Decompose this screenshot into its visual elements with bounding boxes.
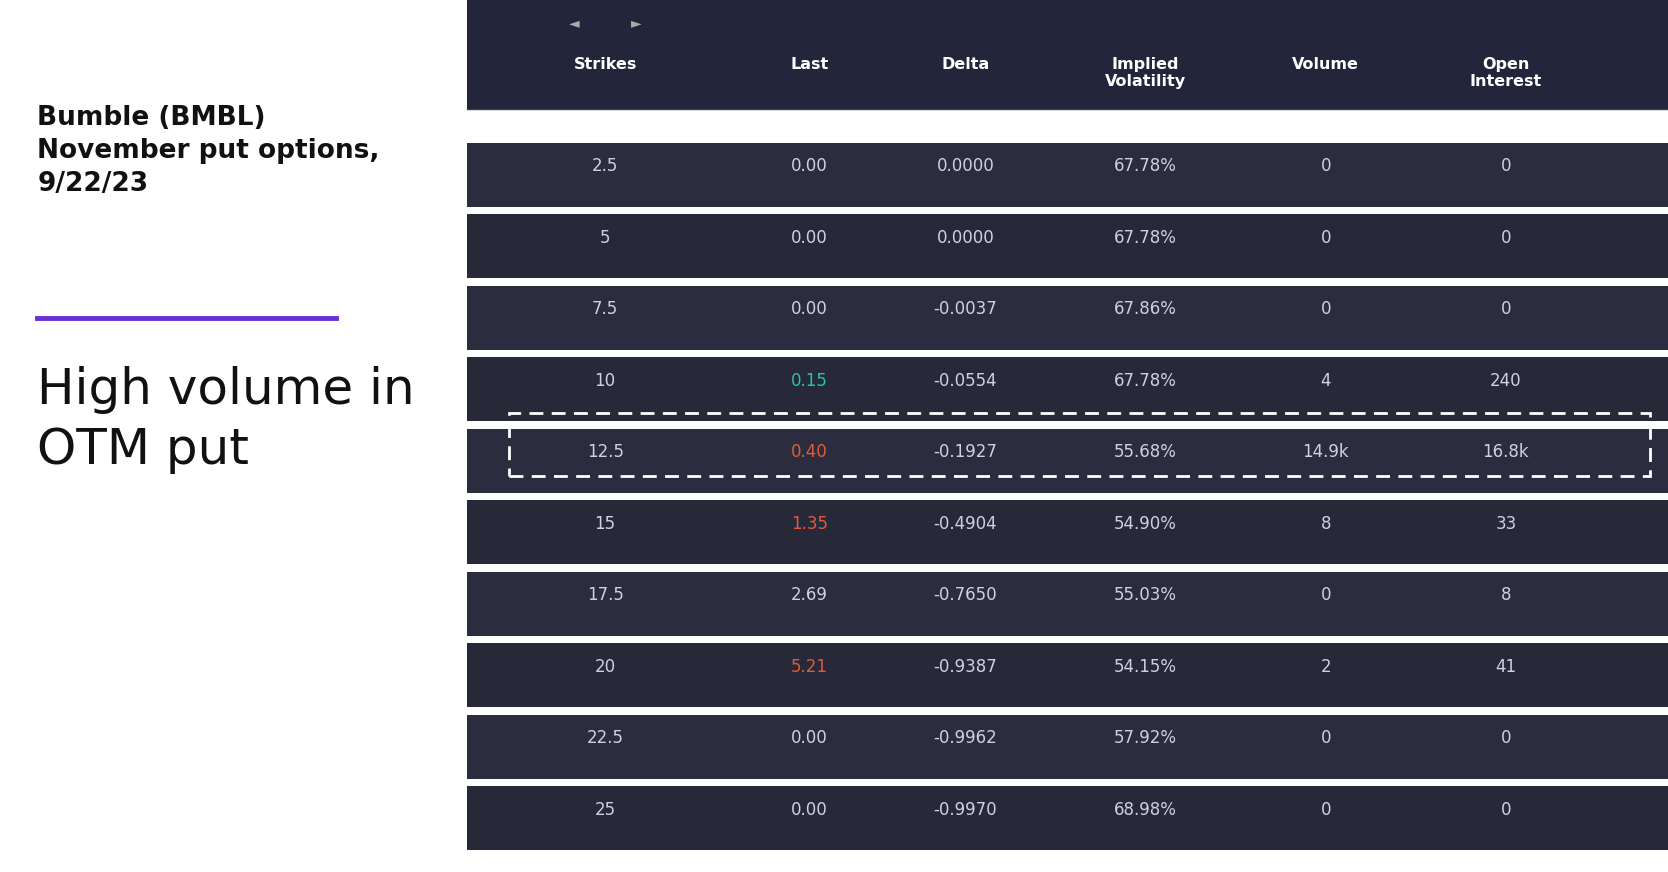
FancyBboxPatch shape [467,500,1668,564]
Text: 0.00: 0.00 [791,800,827,819]
Text: 12.5: 12.5 [587,443,624,461]
FancyBboxPatch shape [467,357,1668,421]
Text: 67.78%: 67.78% [1114,228,1178,247]
Text: 0.00: 0.00 [791,729,827,747]
Text: 41: 41 [1495,657,1516,676]
Text: 0.00: 0.00 [791,228,827,247]
Text: Implied
Volatility: Implied Volatility [1104,57,1186,89]
FancyBboxPatch shape [467,714,1668,779]
Text: 67.86%: 67.86% [1114,300,1178,318]
FancyBboxPatch shape [467,571,1668,636]
Text: 0: 0 [1321,300,1331,318]
FancyBboxPatch shape [467,643,1668,707]
Text: 67.78%: 67.78% [1114,371,1178,390]
Text: 2.69: 2.69 [791,586,827,604]
Text: ◄: ◄ [569,17,579,31]
Text: 22.5: 22.5 [587,729,624,747]
Text: ►: ► [631,17,642,31]
Text: -0.0037: -0.0037 [934,300,997,318]
Text: 0.00: 0.00 [791,157,827,175]
Text: 15: 15 [594,514,615,533]
Text: 33: 33 [1495,514,1516,533]
Text: 14.9k: 14.9k [1303,443,1349,461]
Text: 0: 0 [1501,300,1511,318]
Text: 0: 0 [1501,729,1511,747]
Text: 0.0000: 0.0000 [936,228,994,247]
Text: -0.0554: -0.0554 [934,371,997,390]
Text: 54.90%: 54.90% [1114,514,1178,533]
Text: 0.15: 0.15 [791,371,827,390]
Text: 54.15%: 54.15% [1114,657,1178,676]
Text: 25: 25 [594,800,615,819]
Text: -0.1927: -0.1927 [934,443,997,461]
Text: 68.98%: 68.98% [1114,800,1178,819]
FancyBboxPatch shape [467,214,1668,278]
Text: -0.7650: -0.7650 [934,586,997,604]
Text: -0.9387: -0.9387 [934,657,997,676]
Text: 240: 240 [1490,371,1521,390]
Text: 0: 0 [1501,157,1511,175]
Text: -0.9970: -0.9970 [934,800,997,819]
FancyBboxPatch shape [467,0,1668,109]
Text: 0: 0 [1321,157,1331,175]
Text: 7.5: 7.5 [592,300,619,318]
Text: 55.68%: 55.68% [1114,443,1178,461]
Text: 16.8k: 16.8k [1483,443,1530,461]
Text: -0.4904: -0.4904 [934,514,997,533]
Text: Volume: Volume [1293,57,1359,72]
Text: 4: 4 [1321,371,1331,390]
Text: 2.5: 2.5 [592,157,619,175]
Text: 2: 2 [1321,657,1331,676]
Text: 8: 8 [1501,586,1511,604]
Text: 5.21: 5.21 [791,657,827,676]
Text: 1.35: 1.35 [791,514,827,533]
Text: -0.9962: -0.9962 [934,729,997,747]
Text: 8: 8 [1321,514,1331,533]
Text: 0: 0 [1321,228,1331,247]
Text: Bumble (BMBL)
November put options,
9/22/23: Bumble (BMBL) November put options, 9/22… [37,105,380,197]
FancyBboxPatch shape [467,786,1668,850]
Text: 0: 0 [1501,228,1511,247]
Text: 67.78%: 67.78% [1114,157,1178,175]
Text: 0: 0 [1321,800,1331,819]
Text: 0.00: 0.00 [791,300,827,318]
Text: Delta: Delta [941,57,989,72]
Text: 0.40: 0.40 [791,443,827,461]
Text: 17.5: 17.5 [587,586,624,604]
Text: Last: Last [791,57,829,72]
Text: 0: 0 [1321,729,1331,747]
Text: 0: 0 [1501,800,1511,819]
Text: Open
Interest: Open Interest [1470,57,1541,89]
Text: 5: 5 [600,228,610,247]
FancyBboxPatch shape [467,142,1668,207]
Text: 10: 10 [594,371,615,390]
Text: High volume in
OTM put: High volume in OTM put [37,366,415,473]
FancyBboxPatch shape [467,285,1668,350]
Text: 20: 20 [594,657,615,676]
FancyBboxPatch shape [467,428,1668,493]
Text: Strikes: Strikes [574,57,637,72]
Text: 0.0000: 0.0000 [936,157,994,175]
Text: 55.03%: 55.03% [1114,586,1178,604]
Text: 0: 0 [1321,586,1331,604]
Text: 57.92%: 57.92% [1114,729,1178,747]
